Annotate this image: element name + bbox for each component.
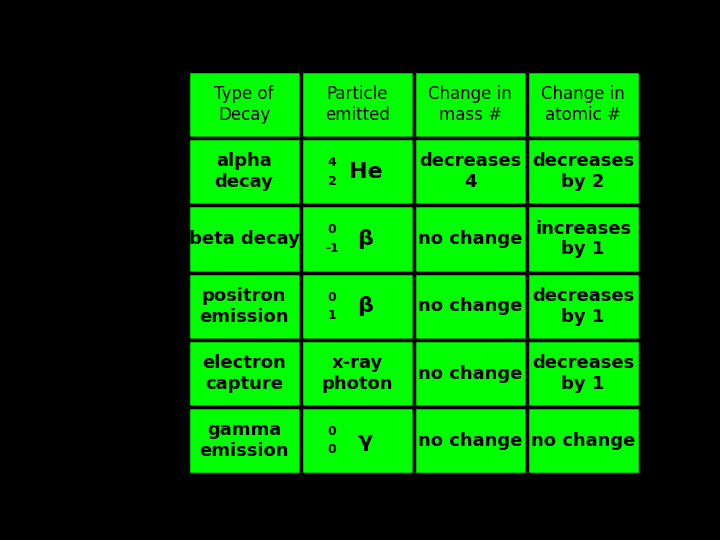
Bar [414,206,526,273]
Text: 4: 4 [328,156,336,169]
Text: decreases
4: decreases 4 [419,152,521,191]
Bar [526,340,639,407]
Text: Change in
mass #: Change in mass # [428,85,512,124]
Bar [414,340,526,407]
Text: increases
by 1: increases by 1 [535,220,631,259]
Text: no change: no change [418,298,522,315]
Bar [301,206,413,273]
Bar [188,71,301,138]
Text: x-ray
photon: x-ray photon [321,354,393,393]
Text: decreases
by 1: decreases by 1 [532,354,634,393]
Bar [188,407,301,474]
Text: beta decay: beta decay [189,230,300,248]
Text: β: β [358,296,374,316]
Bar [526,407,639,474]
Text: 0: 0 [328,425,336,438]
Bar [301,340,413,407]
Bar [301,138,413,206]
Text: -1: -1 [325,242,339,255]
Bar [188,340,301,407]
Bar [526,71,639,138]
Text: 1: 1 [328,309,336,322]
Bar [414,138,526,206]
Text: γ: γ [358,431,373,451]
Text: Change in
atomic #: Change in atomic # [541,85,625,124]
Bar [188,273,301,340]
Bar [301,71,413,138]
Bar [414,273,526,340]
Text: β: β [358,229,374,249]
Bar [188,138,301,206]
Bar [301,273,413,340]
Bar [526,206,639,273]
Text: Particle
emitted: Particle emitted [325,85,390,124]
Text: decreases
by 1: decreases by 1 [532,287,634,326]
Bar [301,407,413,474]
Bar [526,138,639,206]
Text: Type of
Decay: Type of Decay [215,85,274,124]
Bar [188,206,301,273]
Text: 0: 0 [328,291,336,303]
Bar [414,71,526,138]
Text: 0: 0 [328,224,336,237]
Text: positron
emission: positron emission [199,287,289,326]
Text: electron
capture: electron capture [202,354,286,393]
Text: no change: no change [418,364,522,382]
Bar [414,407,526,474]
Text: 2: 2 [328,174,336,187]
Bar [526,273,639,340]
Text: alpha
decay: alpha decay [215,152,274,191]
Text: decreases
by 2: decreases by 2 [532,152,634,191]
Text: no change: no change [418,432,522,450]
Text: gamma
emission: gamma emission [199,421,289,460]
Text: He: He [348,162,382,182]
Text: no change: no change [418,230,522,248]
Text: no change: no change [531,432,635,450]
Text: 0: 0 [328,443,336,456]
